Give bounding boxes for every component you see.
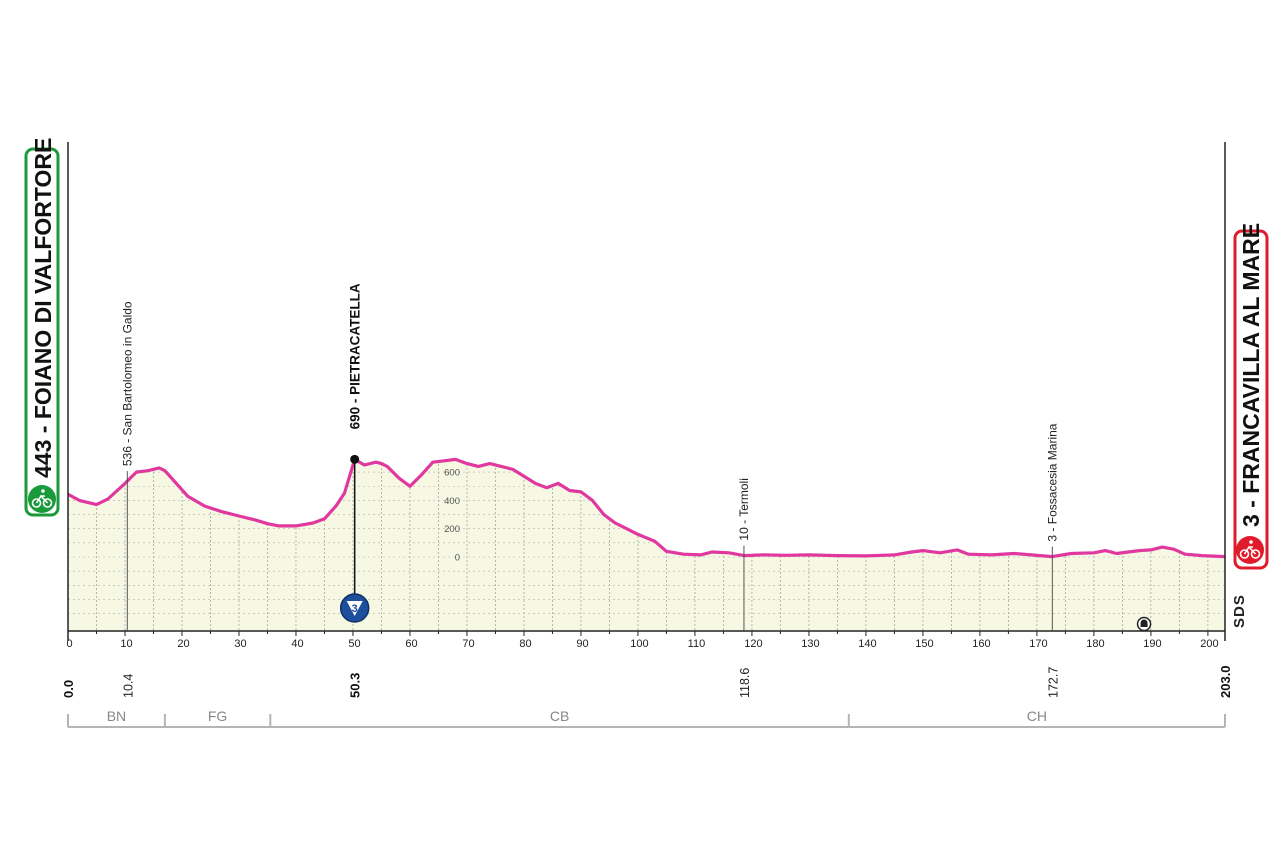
climb-summit-dot	[350, 454, 360, 464]
x-axis-ticks: 0 10 20 30 40 50 60 70 80 90 100 110 120 130 140 150 160…	[66, 631, 1219, 650]
start-banner-box	[24, 147, 60, 517]
waypoint-km-label: 172.7	[1046, 667, 1060, 698]
start-separator: -	[30, 419, 56, 439]
waypoint-label: 3 - Fossacesia Marina	[1045, 423, 1059, 541]
elevation-line	[67, 457, 1226, 559]
markers	[1136, 616, 1152, 632]
sds-label: SDS	[1231, 594, 1248, 628]
waypoint-label: 10 - Termoli	[737, 478, 751, 540]
region-label: BN	[107, 708, 126, 724]
start-label: 443 - FOIANO DI VALFORTORE	[30, 138, 56, 478]
region-label: FG	[208, 708, 227, 724]
y-tick-label: 400	[444, 496, 460, 507]
x-tick-label: 20	[177, 638, 189, 650]
x-tick-label: 170	[1029, 638, 1047, 650]
bicycle-icon	[1236, 536, 1264, 564]
start-km-label: 0.0	[61, 680, 76, 698]
finish-name: FRANCAVILLA AL MARE	[1238, 223, 1264, 494]
y-axis-ticks: 0 200 400 600	[444, 468, 460, 564]
waypoint-km-label: 10.4	[121, 674, 135, 698]
x-tick-label: 140	[858, 638, 876, 650]
bicycle-icon	[28, 485, 56, 513]
km-labels: 10.4 118.6 172.7 50.3 0.0 203.0	[61, 665, 1233, 698]
y-tick-label: 0	[455, 553, 460, 564]
finish-altitude: 3	[1238, 514, 1264, 527]
start-banner: 443 - FOIANO DI VALFORTORE	[24, 138, 60, 517]
climb-km-label: 50.3	[348, 673, 363, 698]
waypoints: 536 - San Bartolomeo in Galdo 10 - Termol…	[120, 301, 1059, 631]
waypoint-label: 536 - San Bartolomeo in Galdo	[120, 301, 134, 466]
x-tick-label: 30	[234, 638, 246, 650]
x-tick-label: 130	[801, 638, 819, 650]
x-tick-label: 190	[1143, 638, 1161, 650]
y-tick-label: 200	[444, 524, 460, 535]
region-label: CB	[550, 708, 569, 724]
climb-category-number: 3	[352, 603, 358, 615]
climb-label: 690 - PIETRACATELLA	[348, 283, 363, 429]
region-label: CH	[1027, 708, 1047, 724]
x-tick-label: 180	[1086, 638, 1104, 650]
finish-banner-box	[1233, 229, 1269, 570]
x-tick-label: 10	[120, 638, 132, 650]
finish-banner: 3 - FRANCAVILLA AL MARE	[1233, 223, 1269, 570]
x-tick-label: 160	[972, 638, 990, 650]
finish-label: 3 - FRANCAVILLA AL MARE	[1238, 223, 1264, 527]
x-tick-label: 100	[630, 638, 648, 650]
x-tick-label: 150	[915, 638, 933, 650]
x-tick-label: 0	[66, 638, 72, 650]
x-tick-label: 120	[744, 638, 762, 650]
tunnel-icon-arch	[1140, 619, 1148, 627]
x-tick-label: 60	[405, 638, 417, 650]
x-tick-label: 200	[1200, 638, 1218, 650]
start-name: FOIANO DI VALFORTORE	[30, 138, 56, 420]
x-tick-label: 40	[291, 638, 303, 650]
x-tick-label: 90	[576, 638, 588, 650]
x-tick-label: 110	[688, 638, 706, 650]
start-altitude: 443	[30, 440, 56, 478]
waypoint-km-label: 118.6	[738, 668, 752, 698]
x-tick-label: 80	[519, 638, 531, 650]
regions-bar: BN FG CB CH	[67, 708, 1226, 728]
elevation-fill	[68, 459, 1225, 631]
x-tick-label: 50	[348, 638, 360, 650]
climbs: 690 - PIETRACATELLA 3	[339, 283, 370, 623]
finish-separator: -	[1238, 494, 1264, 514]
climb-category-triangle	[346, 601, 363, 616]
y-tick-label: 600	[444, 468, 460, 479]
finish-km-label: 203.0	[1218, 665, 1233, 698]
x-tick-label: 70	[462, 638, 474, 650]
